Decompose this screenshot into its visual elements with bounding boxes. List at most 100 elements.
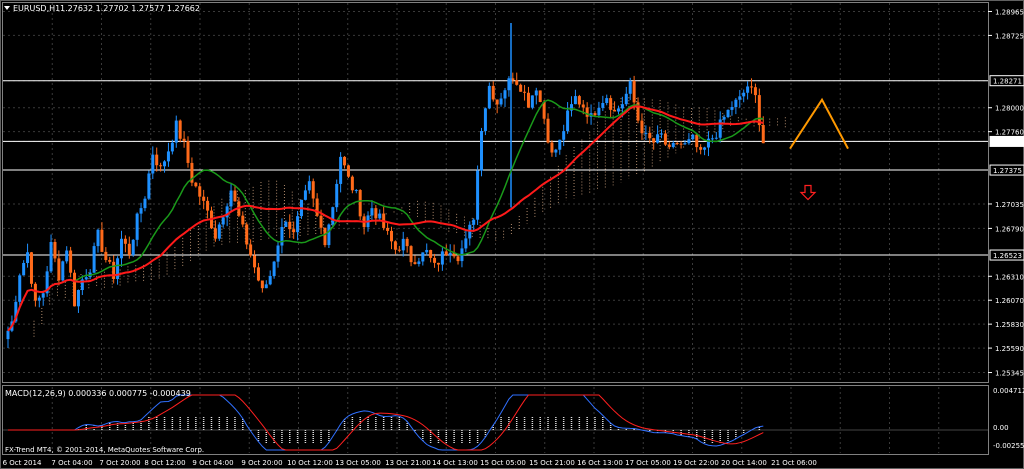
- candle-body: [182, 138, 186, 142]
- candle-body: [648, 132, 652, 139]
- candle-body: [667, 144, 671, 148]
- candle-body: [577, 96, 581, 105]
- candle-body: [327, 224, 331, 246]
- candle-body: [538, 90, 542, 103]
- candle-body: [530, 95, 534, 108]
- price-tick-label: 1.28271: [993, 78, 1022, 86]
- price-tick-label: 1.26310: [995, 273, 1024, 281]
- candle-body: [33, 283, 37, 301]
- candle-body: [159, 165, 163, 167]
- candle-body: [260, 280, 264, 289]
- candle-body: [660, 133, 664, 135]
- time-tick-label: 17 Oct 05:00: [625, 459, 671, 467]
- grid: [3, 3, 988, 453]
- candle-body: [131, 239, 135, 255]
- candle-body: [433, 257, 437, 263]
- time-tick-label: 6 Oct 2014: [3, 459, 42, 467]
- time-tick-label: 9 Oct 20:00: [241, 459, 282, 467]
- candle-body: [26, 252, 30, 263]
- candle-body: [22, 262, 26, 276]
- candle-body: [644, 132, 648, 134]
- macd-label: MACD(12,26,9) 0.000336 0.000775 -0.00043…: [5, 389, 191, 398]
- candle-body: [511, 78, 515, 81]
- candle-body: [499, 98, 503, 105]
- candle-body: [194, 182, 198, 187]
- candle-body: [73, 272, 77, 307]
- candle-body: [296, 216, 300, 233]
- forecast-zigzag: [789, 97, 849, 150]
- price-tag: [989, 164, 1024, 176]
- candle-body: [386, 227, 390, 231]
- time-tick-label: 21 Oct 06:00: [771, 459, 817, 467]
- candle-body: [757, 95, 761, 126]
- candle-body: [186, 141, 190, 163]
- candle-body: [581, 104, 585, 108]
- candle-body: [566, 110, 570, 132]
- candle-body: [480, 131, 484, 171]
- time-tick-label: 10 Oct 12:00: [287, 459, 333, 467]
- candle-body: [272, 261, 276, 277]
- candle-body: [92, 246, 96, 273]
- moving-averages: [7, 99, 764, 332]
- time-axis[interactable]: 6 Oct 2014 7 Oct 04:00 7 Oct 20:00 8 Oct 12…: [3, 459, 817, 467]
- candle-body: [440, 251, 444, 265]
- candle-body: [429, 249, 433, 258]
- dropdown-triangle-icon[interactable]: [4, 6, 10, 10]
- candle-body: [6, 330, 10, 340]
- candle-body: [487, 85, 491, 109]
- candle-body: [268, 276, 272, 285]
- candle-body: [245, 224, 249, 245]
- candle-body: [507, 78, 511, 91]
- candle-body: [714, 137, 718, 139]
- candle-body: [339, 156, 343, 184]
- price-tick-label: 1.27760: [995, 129, 1024, 137]
- ohlc-values: 1.27632 1.27702 1.27577 1.27662: [60, 4, 200, 13]
- candle-body: [495, 99, 499, 105]
- candle-body: [738, 96, 742, 100]
- candle-body: [570, 104, 574, 111]
- candle-body: [18, 275, 22, 302]
- candle-body: [523, 91, 527, 93]
- candle-body: [706, 138, 710, 148]
- price-tick-label: 1.25830: [995, 321, 1024, 329]
- candle-body: [601, 103, 605, 108]
- price-tick-label: 1.25590: [995, 345, 1024, 353]
- time-tick-label: 16 Oct 13:00: [577, 459, 623, 467]
- candle-body: [699, 147, 703, 150]
- forecast-drawing[interactable]: [789, 97, 849, 201]
- candle-body: [687, 139, 691, 144]
- candle-body: [597, 107, 601, 116]
- candle-body: [444, 251, 448, 256]
- copyright-text: FX-Trend MT4, © 2001-2014, MetaQuotes So…: [5, 446, 204, 454]
- candle-body: [280, 226, 284, 246]
- candle-body: [190, 162, 194, 183]
- candle-body: [746, 86, 750, 93]
- candle-body: [546, 118, 550, 143]
- candle-body: [503, 90, 507, 99]
- candle-body: [57, 258, 61, 281]
- candle-body: [41, 293, 45, 298]
- candle-body: [750, 86, 754, 88]
- candle-body: [213, 228, 217, 239]
- candle-body: [609, 98, 613, 110]
- candle-body: [656, 134, 660, 143]
- price-axis[interactable]: 1.28965 1.28725 1.28271 1.28000 1.277601.276…: [988, 8, 1024, 450]
- candle-body: [170, 142, 174, 152]
- price-tick-label: 1.27035: [995, 201, 1024, 209]
- candle-body: [761, 125, 765, 144]
- time-tick-label: 19 Oct 22:00: [673, 459, 719, 467]
- candle-body: [464, 238, 468, 249]
- candle-body: [155, 154, 159, 166]
- candle-body: [734, 99, 738, 108]
- horizontal-levels[interactable]: [3, 80, 988, 256]
- time-tick-label: 20 Oct 14:00: [721, 459, 767, 467]
- candle-body: [350, 176, 354, 191]
- candle-body: [616, 108, 620, 112]
- candle-body: [413, 262, 417, 265]
- candle-body: [624, 93, 628, 105]
- candle-body: [354, 190, 358, 192]
- candle-body: [554, 149, 558, 153]
- candle-body: [593, 113, 597, 116]
- candle-body: [206, 200, 210, 211]
